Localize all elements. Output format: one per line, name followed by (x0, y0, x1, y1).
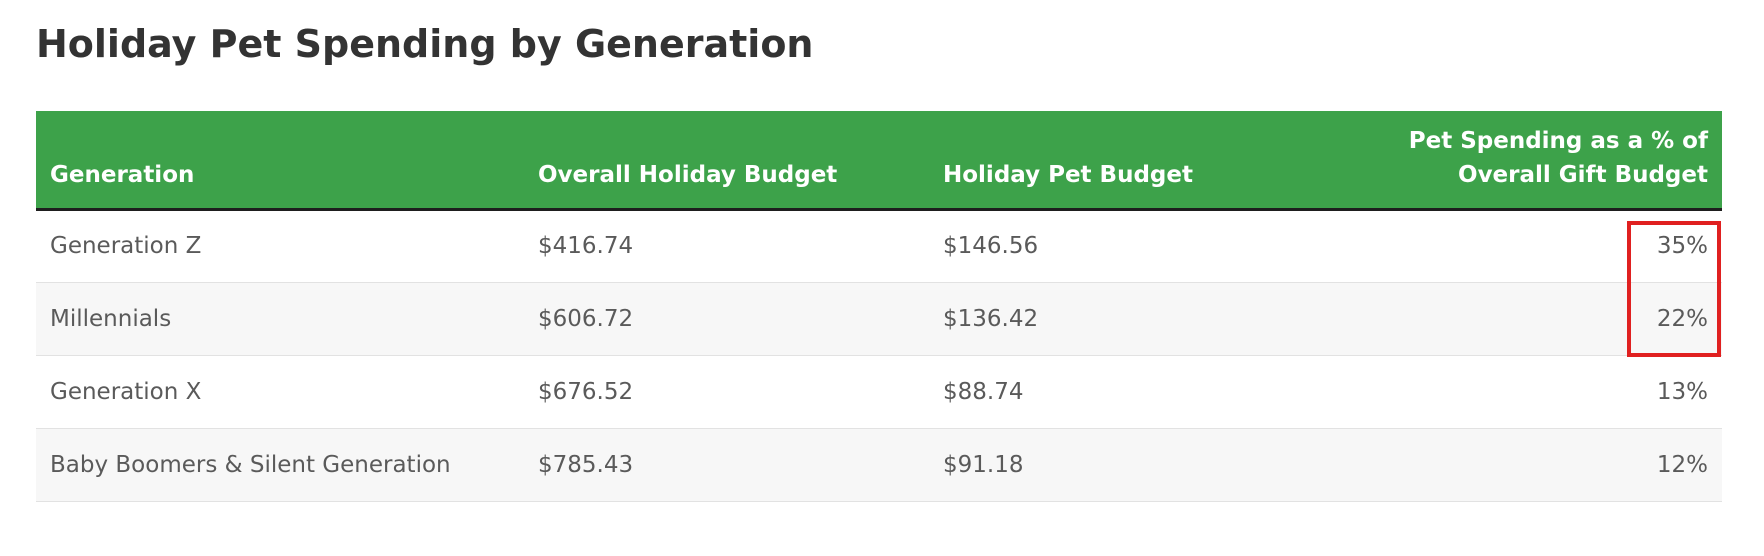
cell-generation: Millennials (36, 282, 524, 356)
table-row: Millennials $606.72 $136.42 22% (36, 282, 1722, 356)
cell-holiday-pet-budget: $136.42 (929, 282, 1334, 356)
header-generation: Generation (36, 111, 524, 211)
header-overall-holiday-budget: Overall Holiday Budget (524, 111, 929, 211)
cell-overall-holiday-budget: $606.72 (524, 282, 929, 356)
cell-holiday-pet-budget: $91.18 (929, 428, 1334, 502)
pet-spending-table: Generation Overall Holiday Budget Holida… (36, 111, 1722, 502)
cell-generation: Generation Z (36, 209, 524, 283)
header-pet-spending-percent-line1: Pet Spending as a % of (1408, 127, 1708, 154)
table-row: Generation X $676.52 $88.74 13% (36, 355, 1722, 429)
cell-overall-holiday-budget: $785.43 (524, 428, 929, 502)
header-pet-spending-percent: Pet Spending as a % of Overall Gift Budg… (1334, 111, 1722, 211)
cell-holiday-pet-budget: $146.56 (929, 209, 1334, 283)
cell-generation: Generation X (36, 355, 524, 429)
header-holiday-pet-budget: Holiday Pet Budget (929, 111, 1334, 211)
table-row: Baby Boomers & Silent Generation $785.43… (36, 428, 1722, 502)
table-row: Generation Z $416.74 $146.56 35% (36, 209, 1722, 283)
header-pet-spending-percent-line2: Overall Gift Budget (1458, 161, 1708, 188)
cell-pet-spending-percent: 12% (1334, 428, 1722, 502)
cell-holiday-pet-budget: $88.74 (929, 355, 1334, 429)
cell-pet-spending-percent: 13% (1334, 355, 1722, 429)
cell-generation: Baby Boomers & Silent Generation (36, 428, 524, 502)
cell-overall-holiday-budget: $676.52 (524, 355, 929, 429)
cell-overall-holiday-budget: $416.74 (524, 209, 929, 283)
table-header-row: Generation Overall Holiday Budget Holida… (36, 111, 1722, 211)
cell-pet-spending-percent: 22% (1334, 282, 1722, 356)
cell-pet-spending-percent: 35% (1334, 209, 1722, 283)
chart-title: Holiday Pet Spending by Generation (36, 22, 814, 66)
